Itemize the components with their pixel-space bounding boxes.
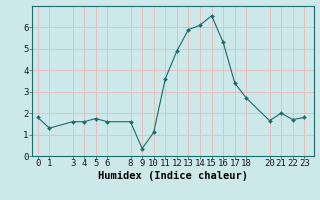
X-axis label: Humidex (Indice chaleur): Humidex (Indice chaleur)	[98, 171, 248, 181]
